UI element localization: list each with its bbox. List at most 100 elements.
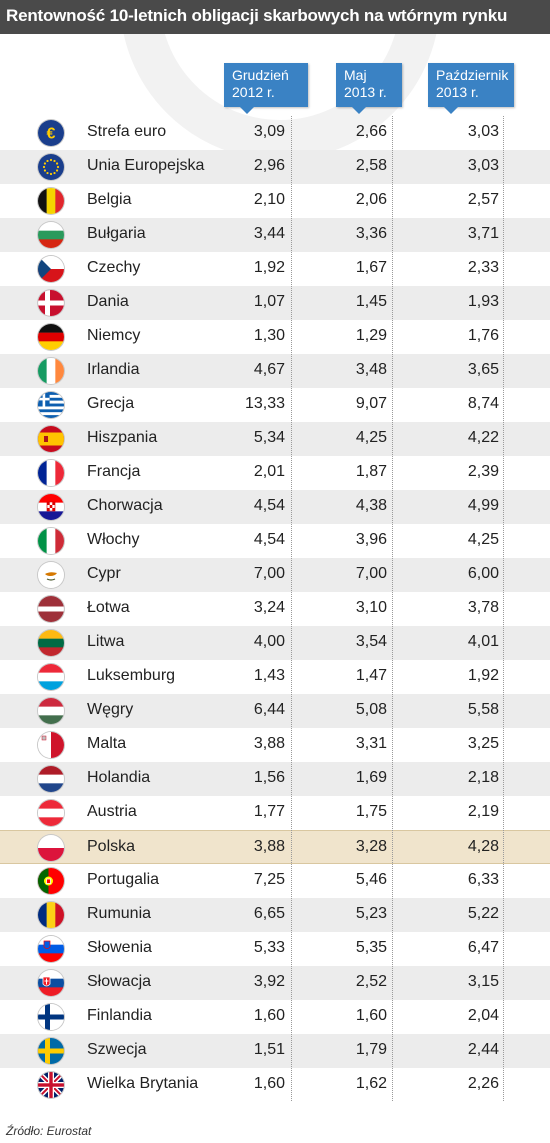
yield-value: 3,28 bbox=[355, 838, 387, 855]
yield-value: 1,47 bbox=[355, 667, 387, 684]
yield-value: 1,43 bbox=[253, 667, 285, 684]
yield-value: 3,44 bbox=[253, 225, 285, 242]
yield-value: 3,25 bbox=[467, 735, 499, 752]
table-row: Chorwacja 4,54 4,38 4,99 bbox=[0, 490, 550, 524]
yield-value: 3,88 bbox=[253, 735, 285, 752]
yield-value: 1,87 bbox=[355, 463, 387, 480]
column-divider bbox=[503, 116, 504, 1101]
yield-value: 2,19 bbox=[467, 803, 499, 820]
spain-flag-icon bbox=[38, 426, 64, 452]
country-name: Hiszpania bbox=[87, 429, 158, 446]
sweden-flag-icon bbox=[38, 1038, 64, 1064]
yield-value: 4,22 bbox=[467, 429, 499, 446]
column-divider bbox=[392, 116, 393, 1101]
austria-flag-icon bbox=[38, 800, 64, 826]
table-row: Austria 1,77 1,75 2,19 bbox=[0, 796, 550, 830]
yield-value: 1,56 bbox=[253, 769, 285, 786]
yield-value: 1,69 bbox=[355, 769, 387, 786]
czech-flag-icon bbox=[38, 256, 64, 282]
yield-value: 3,65 bbox=[467, 361, 499, 378]
yield-value: 1,60 bbox=[253, 1007, 285, 1024]
yield-value: 3,48 bbox=[355, 361, 387, 378]
finland-flag-icon bbox=[38, 1004, 64, 1030]
country-name: Finlandia bbox=[87, 1007, 152, 1024]
france-flag-icon bbox=[38, 460, 64, 486]
yield-value: 5,08 bbox=[355, 701, 387, 718]
country-name: Irlandia bbox=[87, 361, 140, 378]
yield-value: 2,10 bbox=[253, 191, 285, 208]
country-name: Francja bbox=[87, 463, 141, 480]
yield-value: 5,22 bbox=[467, 905, 499, 922]
yield-value: 2,04 bbox=[467, 1007, 499, 1024]
yield-value: 2,26 bbox=[467, 1075, 499, 1092]
country-name: Dania bbox=[87, 293, 129, 310]
yield-value: 1,92 bbox=[253, 259, 285, 276]
yield-value: 3,31 bbox=[355, 735, 387, 752]
yield-value: 1,92 bbox=[467, 667, 499, 684]
yield-value: 2,66 bbox=[355, 123, 387, 140]
yield-value: 7,25 bbox=[253, 871, 285, 888]
yield-value: 3,92 bbox=[253, 973, 285, 990]
yield-value: 3,54 bbox=[355, 633, 387, 650]
yield-value: 5,35 bbox=[355, 939, 387, 956]
yield-value: 3,88 bbox=[253, 838, 285, 855]
yield-value: 1,76 bbox=[467, 327, 499, 344]
malta-flag-icon bbox=[38, 732, 64, 758]
eu-flag-icon bbox=[38, 154, 64, 180]
table-row: Czechy 1,92 1,67 2,33 bbox=[0, 252, 550, 286]
yield-value: 4,25 bbox=[355, 429, 387, 446]
table-row: Grecja 13,33 9,07 8,74 bbox=[0, 388, 550, 422]
country-name: Austria bbox=[87, 803, 137, 820]
yield-value: 13,33 bbox=[244, 395, 285, 412]
yield-value: 6,47 bbox=[467, 939, 499, 956]
table-row: Słowacja 3,92 2,52 3,15 bbox=[0, 966, 550, 1000]
table-row: Francja 2,01 1,87 2,39 bbox=[0, 456, 550, 490]
country-name: Cypr bbox=[87, 565, 121, 582]
yield-value: 6,44 bbox=[253, 701, 285, 718]
table-row: Dania 1,07 1,45 1,93 bbox=[0, 286, 550, 320]
yield-value: 5,58 bbox=[467, 701, 499, 718]
country-name: Chorwacja bbox=[87, 497, 163, 514]
column-header-oct-2013: Październik 2013 r. bbox=[428, 63, 514, 114]
luxembourg-flag-icon bbox=[38, 664, 64, 690]
netherlands-flag-icon bbox=[38, 766, 64, 792]
yield-value: 1,67 bbox=[355, 259, 387, 276]
yield-value: 1,75 bbox=[355, 803, 387, 820]
table-row: Hiszpania 5,34 4,25 4,22 bbox=[0, 422, 550, 456]
svg-text:€: € bbox=[47, 126, 56, 143]
ireland-flag-icon bbox=[38, 358, 64, 384]
yield-value: 2,57 bbox=[467, 191, 499, 208]
yield-value: 2,06 bbox=[355, 191, 387, 208]
yield-value: 4,54 bbox=[253, 531, 285, 548]
table-row: € Strefa euro 3,09 2,66 3,03 bbox=[0, 116, 550, 150]
bulgaria-flag-icon bbox=[38, 222, 64, 248]
country-name: Unia Europejska bbox=[87, 157, 205, 174]
country-name: Wielka Brytania bbox=[87, 1075, 199, 1092]
yield-value: 5,33 bbox=[253, 939, 285, 956]
country-name: Polska bbox=[87, 838, 136, 855]
portugal-flag-icon bbox=[38, 868, 64, 894]
yield-value: 5,23 bbox=[355, 905, 387, 922]
yield-value: 1,60 bbox=[355, 1007, 387, 1024]
yield-value: 3,09 bbox=[253, 123, 285, 140]
yield-value: 1,07 bbox=[253, 293, 285, 310]
column-header-line2: 2012 r. bbox=[232, 84, 275, 100]
yield-value: 2,96 bbox=[253, 157, 285, 174]
yield-value: 2,18 bbox=[467, 769, 499, 786]
country-name: Belgia bbox=[87, 191, 132, 208]
column-header-dec-2012: Grudzień 2012 r. bbox=[224, 63, 308, 114]
yield-value: 3,15 bbox=[467, 973, 499, 990]
yield-value: 3,10 bbox=[355, 599, 387, 616]
table-row: Malta 3,88 3,31 3,25 bbox=[0, 728, 550, 762]
yield-value: 3,71 bbox=[467, 225, 499, 242]
table-row: Litwa 4,00 3,54 4,01 bbox=[0, 626, 550, 660]
yield-value: 8,74 bbox=[467, 395, 499, 412]
column-header-line2: 2013 r. bbox=[436, 84, 479, 100]
country-name: Rumunia bbox=[87, 905, 152, 922]
yield-value: 3,03 bbox=[467, 123, 499, 140]
yield-value: 1,77 bbox=[253, 803, 285, 820]
belgium-flag-icon bbox=[38, 188, 64, 214]
latvia-flag-icon bbox=[38, 596, 64, 622]
yield-value: 7,00 bbox=[253, 565, 285, 582]
yield-value: 2,44 bbox=[467, 1041, 499, 1058]
